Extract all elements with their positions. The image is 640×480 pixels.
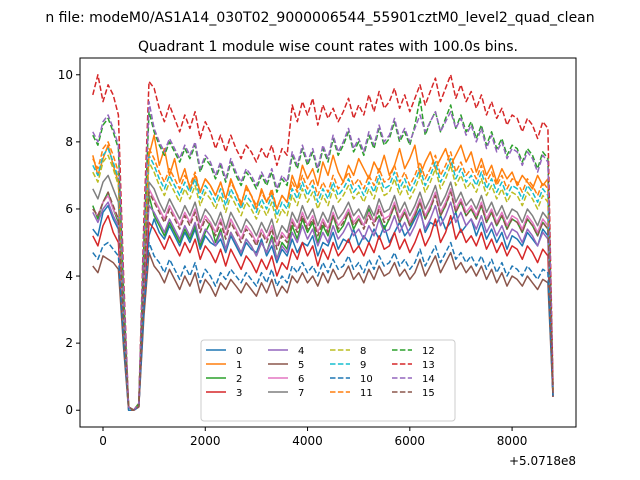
series-line-0 — [92, 204, 554, 411]
legend-label-1: 1 — [236, 360, 242, 371]
y-tick-label: 6 — [65, 202, 73, 216]
series-line-11 — [92, 141, 554, 411]
legend-label-3: 3 — [236, 388, 242, 399]
y-axis: 0 2 4 6 8 10 — [58, 68, 80, 417]
y-tick-label: 0 — [65, 403, 73, 417]
legend-label-14: 14 — [422, 374, 435, 385]
series-line-7 — [92, 174, 554, 411]
legend-label-7: 7 — [298, 388, 304, 399]
legend-label-0: 0 — [236, 346, 242, 357]
legend-label-2: 2 — [236, 374, 242, 385]
series-line-8 — [92, 154, 554, 411]
y-tick-label: 2 — [65, 336, 73, 350]
series-line-1 — [92, 134, 554, 411]
series-line-4 — [92, 201, 554, 411]
legend-label-10: 10 — [360, 374, 373, 385]
series-line-13 — [92, 74, 554, 411]
figure-suptitle: n file: modeM0/AS1A14_030T02_9000006544_… — [45, 10, 594, 26]
series-line-9 — [92, 147, 554, 411]
y-tick-label: 4 — [65, 269, 73, 283]
series-line-15 — [92, 191, 554, 411]
series-line-5 — [92, 251, 554, 411]
x-axis-offset-label: +5.0718e8 — [509, 454, 576, 468]
axes-frame — [79, 57, 577, 428]
plot-lines — [92, 74, 554, 411]
y-tick-label: 10 — [58, 68, 73, 82]
legend-label-5: 5 — [298, 360, 304, 371]
x-tick-label: 0 — [99, 434, 107, 448]
series-line-14 — [92, 100, 554, 411]
chart-title: Quadrant 1 module wise count rates with … — [138, 39, 518, 55]
legend-label-12: 12 — [422, 346, 435, 357]
legend-label-6: 6 — [298, 374, 304, 385]
x-tick-label: 4000 — [292, 434, 323, 448]
series-line-3 — [92, 214, 554, 411]
legend-label-11: 11 — [360, 388, 373, 399]
legend-box — [200, 339, 456, 422]
series-line-10 — [92, 241, 554, 411]
x-axis: 0 2000 4000 6000 8000 — [99, 427, 527, 448]
x-tick-label: 6000 — [395, 434, 426, 448]
x-tick-label: 2000 — [190, 434, 221, 448]
series-line-6 — [92, 188, 554, 411]
legend-label-9: 9 — [360, 360, 366, 371]
y-tick-label: 8 — [65, 135, 73, 149]
legend-label-15: 15 — [422, 388, 435, 399]
x-tick-label: 8000 — [497, 434, 528, 448]
legend-label-13: 13 — [422, 360, 435, 371]
legend-label-4: 4 — [298, 346, 304, 357]
legend-label-8: 8 — [360, 346, 366, 357]
